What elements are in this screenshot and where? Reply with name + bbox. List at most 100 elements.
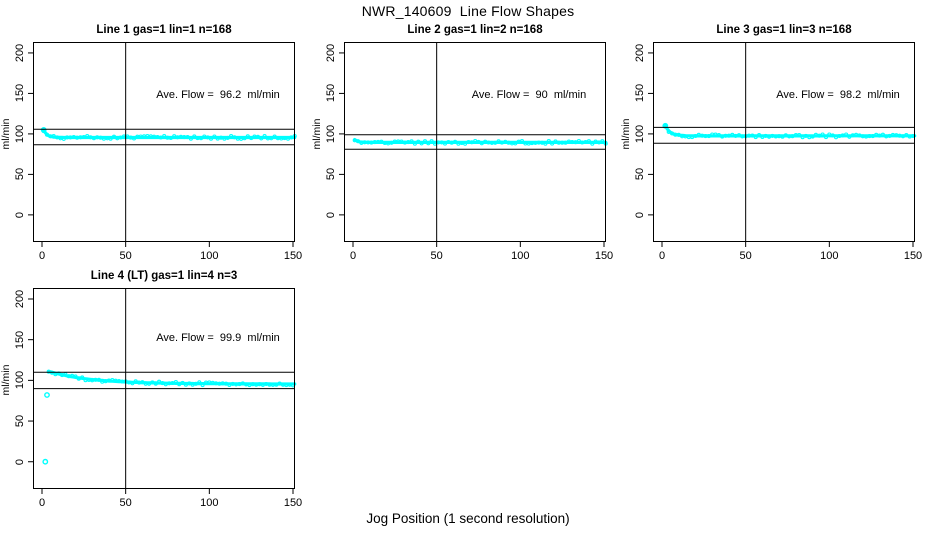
flow-point (840, 133, 845, 138)
flow-point (783, 133, 788, 138)
panel-title: Line 2 gas=1 lin=2 n=168 (407, 24, 543, 36)
x-tick-label: 50 (119, 250, 132, 262)
x-tick-label: 150 (283, 497, 303, 509)
y-tick-label: 0 (14, 458, 26, 465)
flow-point (439, 140, 444, 145)
flow-point (499, 140, 504, 145)
flow-point (185, 135, 190, 140)
ave-flow-annotation: Ave. Flow = 96.2 ml/min (156, 89, 280, 101)
flow-point (546, 139, 551, 144)
flow-point (180, 380, 185, 385)
flow-point (716, 133, 721, 138)
flow-point (193, 381, 198, 386)
y-tick-label: 100 (634, 124, 646, 144)
flow-point (389, 140, 394, 145)
panel-title: Line 1 gas=1 lin=1 n=168 (96, 24, 232, 36)
flow-point (429, 139, 434, 144)
flow-point (208, 136, 214, 141)
flow-point (760, 134, 765, 140)
flow-point (543, 141, 548, 146)
flow-point (513, 141, 518, 146)
flow-point (904, 133, 909, 138)
flow-point (669, 131, 675, 136)
flow-point (108, 136, 113, 141)
y-tick-label: 150 (14, 84, 26, 103)
x-axis-label: Jog Position (1 second resolution) (366, 511, 570, 526)
flow-point (690, 135, 695, 140)
y-tick-label: 0 (325, 211, 337, 218)
flow-point (720, 134, 725, 139)
flow-point (255, 134, 260, 139)
y-tick-label: 100 (14, 371, 26, 390)
flow-point (693, 133, 698, 139)
x-tick-label: 100 (200, 497, 219, 509)
plot-border (653, 42, 915, 242)
y-tick-label: 50 (14, 168, 26, 181)
flow-point (272, 134, 277, 139)
x-tick-label: 150 (283, 250, 303, 262)
flow-point (419, 141, 424, 146)
flow-point (212, 134, 217, 139)
flow-point (147, 381, 152, 386)
y-axis-label: ml/min (0, 118, 12, 150)
y-tick-label: 150 (325, 84, 337, 103)
plot-border (344, 42, 606, 242)
flow-outlier-point (42, 458, 49, 465)
flow-point (245, 134, 250, 139)
flow-point (98, 135, 103, 140)
flow-point (187, 381, 192, 386)
flow-point (192, 134, 197, 139)
flow-point (676, 132, 681, 137)
flow-outlier-point (662, 122, 669, 129)
flow-point (736, 133, 742, 138)
x-tick-label: 0 (38, 250, 46, 262)
plot-area (648, 42, 917, 247)
flow-point (817, 133, 822, 138)
flow-point (563, 140, 568, 145)
flow-point (76, 376, 81, 381)
flow-point (88, 135, 93, 140)
flow-point (232, 135, 237, 140)
flow-point (479, 141, 484, 146)
flow-point (763, 133, 768, 138)
flow-point (553, 139, 558, 144)
flow-point (800, 135, 805, 140)
ave-flow-annotation: Ave. Flow = 98.2 ml/min (776, 89, 900, 101)
flow-point (412, 141, 417, 146)
panel-title: Line 3 gas=1 lin=3 n=168 (716, 24, 852, 36)
y-tick-label: 0 (14, 211, 26, 218)
flow-point (277, 381, 282, 386)
flow-point (813, 132, 818, 137)
x-tick-label: 0 (349, 250, 357, 262)
flow-point (133, 379, 138, 384)
flow-point (269, 136, 274, 141)
y-tick-label: 50 (325, 168, 337, 181)
flow-point (847, 134, 852, 139)
panel-line-4: Line 4 (LT) gas=1 lin=4 n=3 Ave. Flow = … (0, 270, 302, 509)
flow-point (198, 136, 204, 141)
flow-point (406, 140, 411, 145)
flow-point (469, 140, 474, 145)
flow-point (449, 140, 454, 145)
flow-point (96, 377, 101, 382)
x-tick-label: 100 (200, 250, 219, 262)
flow-point (202, 134, 207, 139)
flow-point (576, 138, 581, 144)
x-tick-label: 100 (820, 250, 839, 262)
flow-point (153, 381, 158, 386)
plot-area (28, 42, 297, 247)
panel-line-2: Line 2 gas=1 lin=2 n=168 Ave. Flow = 90 … (311, 24, 613, 262)
flow-point (205, 135, 210, 140)
flow-point (600, 139, 605, 144)
y-axis-label: ml/min (311, 118, 323, 150)
flow-point (262, 134, 267, 139)
flow-point (259, 136, 264, 141)
flow-point (422, 139, 428, 144)
flow-point (830, 133, 835, 138)
flow-point (227, 382, 232, 388)
flow-point (880, 132, 885, 137)
flow-point (493, 140, 498, 145)
flow-point (355, 139, 361, 144)
flow-point (790, 134, 795, 139)
